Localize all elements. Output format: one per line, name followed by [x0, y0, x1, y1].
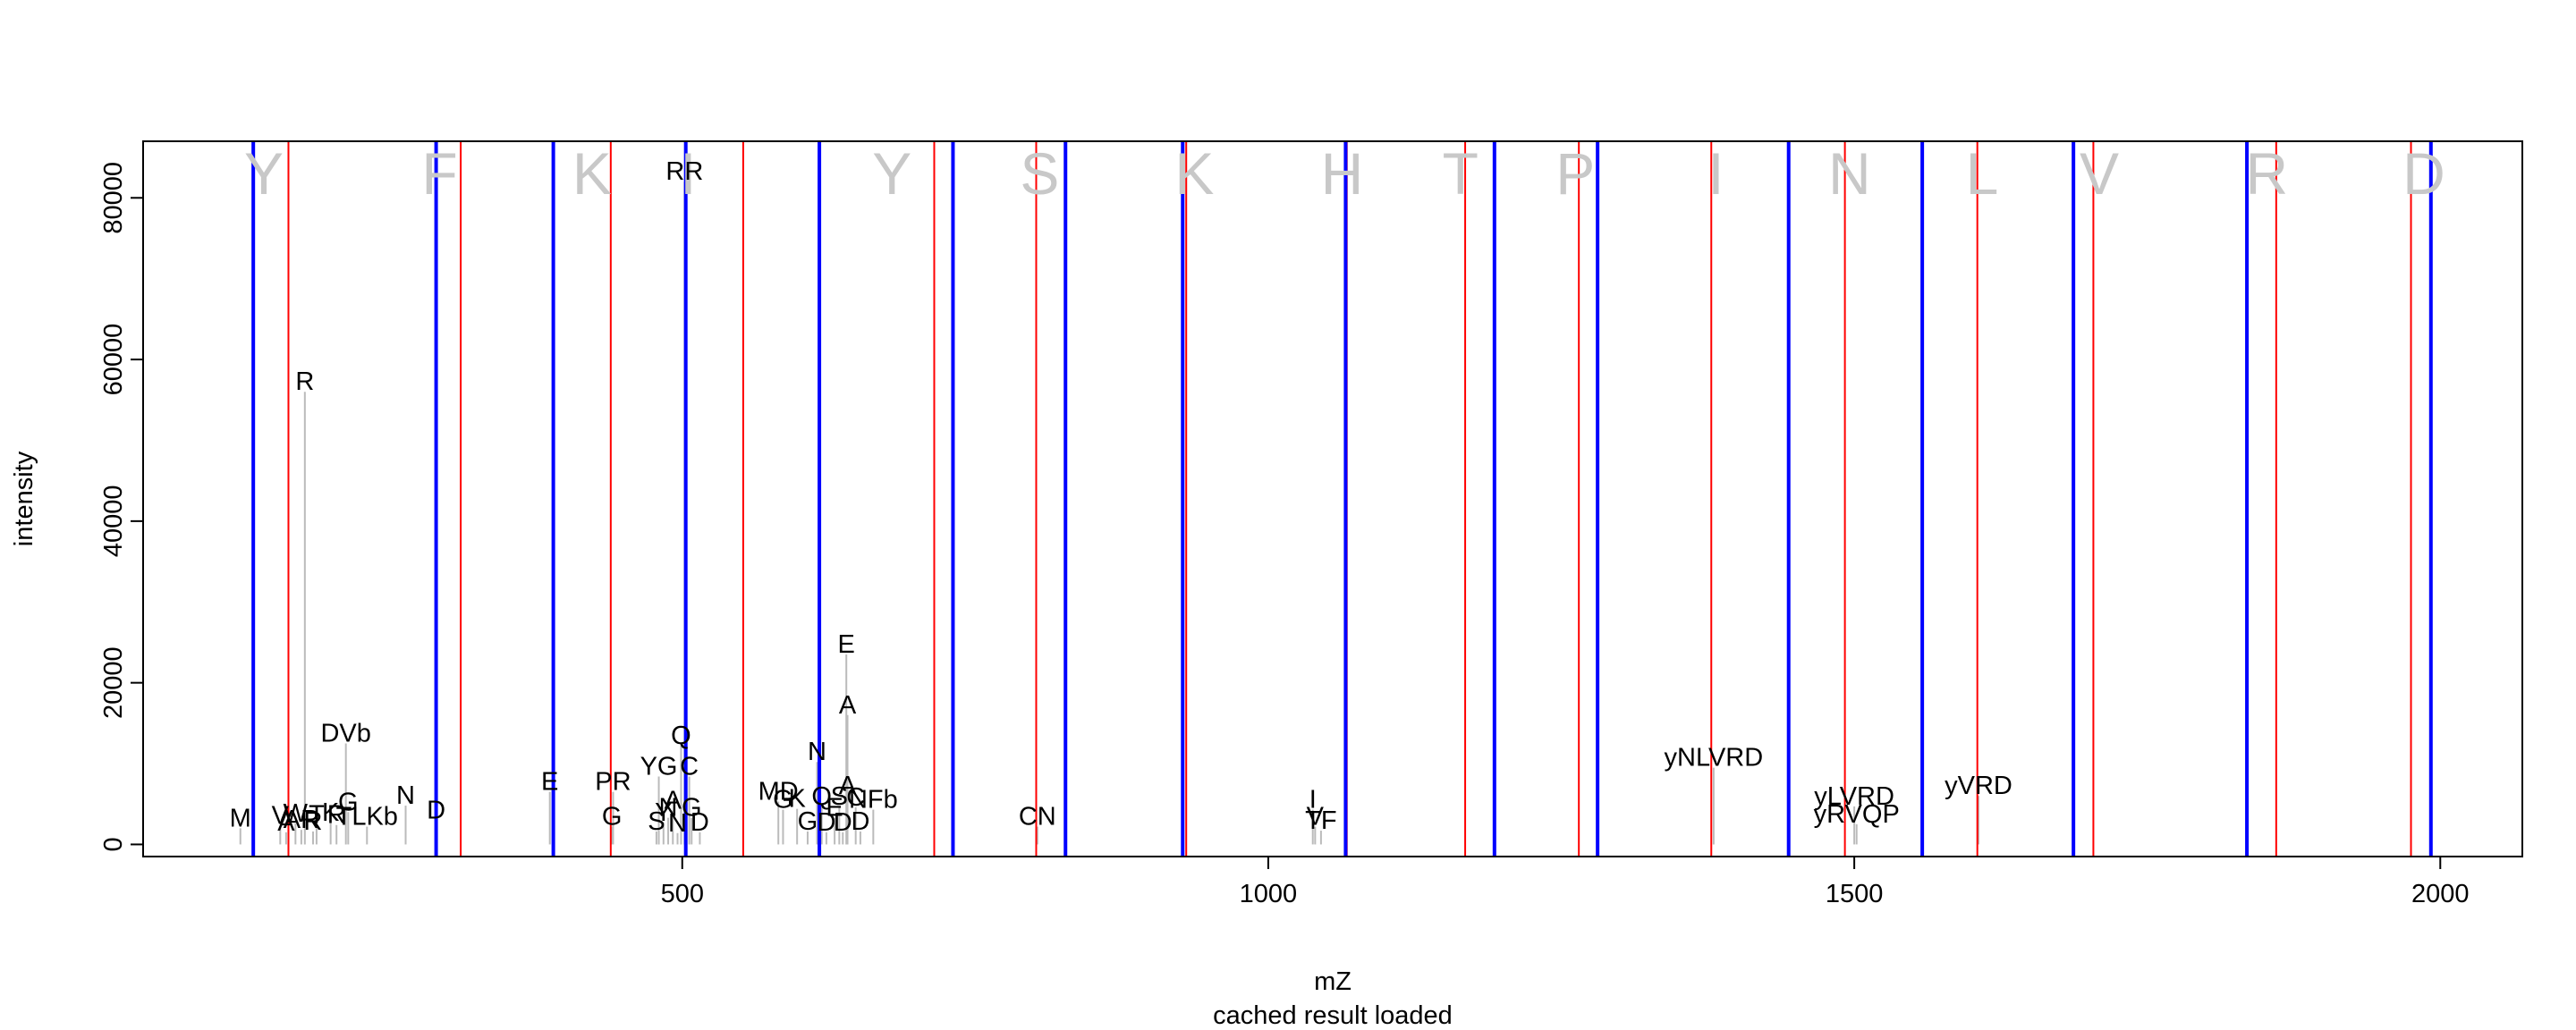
sequence-letter: Y	[244, 140, 284, 207]
y-tick-label: 20000	[99, 646, 128, 719]
peak-label: N	[659, 794, 678, 823]
peak-label: K	[322, 798, 340, 827]
peak-label: E	[838, 630, 855, 659]
y-tick-label: 80000	[99, 162, 128, 234]
peak-label: CN	[1019, 803, 1056, 832]
peak-label: S	[648, 807, 665, 836]
peak-label: E	[826, 794, 843, 823]
peak-label: K	[789, 785, 807, 814]
y-axis-label: intensity	[10, 451, 38, 546]
peak-label: NFb	[849, 786, 898, 815]
sequence-letter: S	[1020, 140, 1059, 207]
peak-label: Y	[655, 798, 672, 827]
peak-label: V	[272, 802, 290, 831]
peak-label: G	[773, 786, 793, 815]
peak-label: Q	[671, 722, 691, 750]
y-tick-label: 0	[99, 837, 128, 851]
peak-label: N	[396, 781, 415, 810]
peak-label: RR	[665, 157, 703, 186]
peak-label: A	[839, 691, 857, 720]
peak-label: A	[839, 772, 857, 800]
sequence-letter: I	[680, 140, 696, 207]
x-axis-label: mZ	[1314, 967, 1352, 996]
peak-label: yNLVRD	[1665, 744, 1764, 772]
sequence-letter: V	[2080, 140, 2119, 207]
peak-label: N	[668, 809, 687, 838]
y-tick-label: 40000	[99, 485, 128, 558]
peak-label: E	[541, 768, 558, 797]
peak-label: TF	[1305, 806, 1336, 835]
sequence-letter: K	[1174, 140, 1214, 207]
peak-label: T	[309, 801, 325, 830]
x-tick-label: 500	[661, 880, 704, 908]
peak-label: N	[808, 738, 826, 766]
peak-label: AR	[284, 806, 319, 834]
peak-label: C	[680, 753, 699, 781]
peak-label: yVRD	[1945, 772, 2012, 800]
sequence-letter: N	[1828, 140, 1871, 207]
peak-label: I	[1309, 786, 1317, 815]
peak-label: G	[602, 803, 623, 832]
peak-label: yLVRD	[1814, 782, 1894, 811]
peak-label: V	[1307, 803, 1325, 832]
peak-label: DVb	[320, 719, 370, 747]
peak-label: MD	[758, 778, 799, 806]
peak-label: yRVQP	[1814, 800, 1900, 829]
sequence-letter: T	[1443, 140, 1479, 207]
peak-label: D	[427, 796, 445, 824]
peak-label: G	[798, 807, 818, 836]
peak-label: R	[327, 801, 346, 830]
peak-label: C	[846, 783, 865, 812]
peak-label: A	[277, 808, 295, 837]
peak-label: PR	[595, 768, 631, 797]
sequence-letter: I	[1707, 140, 1724, 207]
sequence-letter: R	[2246, 140, 2289, 207]
sequence-letter: H	[1321, 140, 1364, 207]
peak-label: G	[338, 788, 359, 816]
sequence-letter: K	[572, 140, 612, 207]
y-tick-label: 60000	[99, 324, 128, 396]
sequence-letter: Y	[872, 140, 911, 207]
peak-label: D	[817, 808, 835, 837]
peak-label: W	[284, 799, 309, 828]
x-tick-label: 1000	[1240, 880, 1298, 908]
sequence-letter: D	[2402, 140, 2445, 207]
sequence-letter: F	[421, 140, 457, 207]
peak-label: YG	[640, 753, 678, 781]
peak-label: D	[834, 808, 852, 837]
peak-label: S	[831, 782, 848, 811]
peak-label: TLKb	[336, 803, 398, 832]
peak-label: R	[295, 367, 314, 396]
peak-label: Q	[811, 782, 832, 811]
peak-label: R	[304, 807, 323, 836]
chart-subtitle: cached result loaded	[1213, 1001, 1453, 1030]
sequence-letter: P	[1555, 140, 1595, 207]
peak-label: A	[665, 786, 682, 815]
peak-label: D	[691, 808, 709, 837]
peak-label: D	[851, 807, 869, 836]
plot-layer: Y F K I Y S K H T P I N L V R DM VAWARRRTKRDVbGTLKbNDEGP…	[230, 140, 2445, 857]
peak-label: M	[230, 804, 251, 832]
sequence-letter: L	[1966, 140, 1999, 207]
x-tick-label: 2000	[2411, 880, 2470, 908]
peak-label: G	[682, 794, 702, 823]
x-tick-label: 1500	[1826, 880, 1884, 908]
